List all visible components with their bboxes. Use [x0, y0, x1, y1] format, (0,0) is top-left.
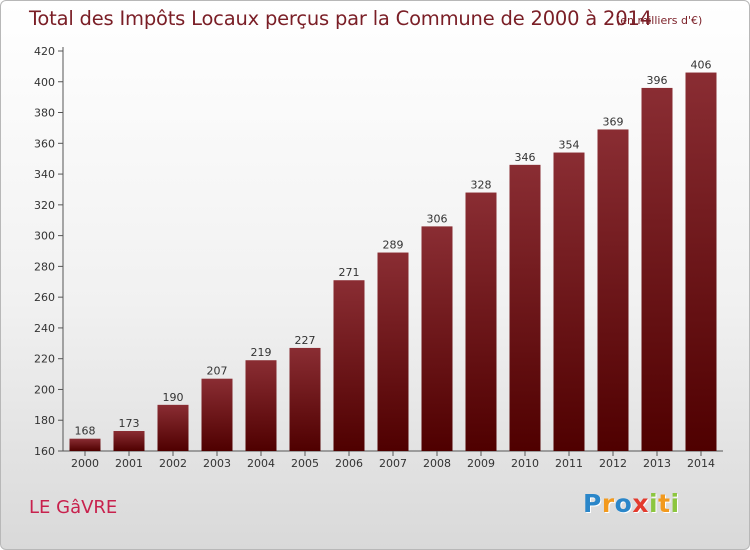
bar-value-label: 406 — [691, 59, 712, 72]
logo-letter: t — [658, 489, 671, 518]
bar — [69, 438, 101, 451]
x-tick-label: 2012 — [599, 457, 627, 470]
x-tick-label: 2006 — [335, 457, 363, 470]
x-tick-label: 2001 — [115, 457, 143, 470]
y-tick-label: 220 — [34, 353, 55, 366]
chart-title: Total des Impôts Locaux perçus par la Co… — [29, 7, 652, 30]
x-tick-label: 2007 — [379, 457, 407, 470]
x-tick-label: 2003 — [203, 457, 231, 470]
bar — [245, 360, 277, 451]
bar-value-label: 369 — [603, 115, 624, 128]
y-tick-label: 240 — [34, 322, 55, 335]
y-tick-label: 280 — [34, 260, 55, 273]
logo-letter: x — [632, 489, 649, 518]
bar-value-label: 168 — [75, 425, 96, 438]
bar-value-label: 396 — [647, 74, 668, 87]
x-tick-label: 2004 — [247, 457, 275, 470]
commune-name: LE GâVRE — [29, 497, 118, 518]
bar-value-label: 328 — [471, 179, 492, 192]
x-tick-label: 2002 — [159, 457, 187, 470]
y-tick-label: 320 — [34, 199, 55, 212]
bar — [509, 164, 541, 451]
chart-subtitle: (en milliers d'€) — [616, 14, 703, 27]
y-tick-label: 160 — [34, 445, 55, 458]
logo-letter: P — [583, 489, 602, 518]
logo-letter: i — [670, 489, 680, 518]
x-tick-label: 2014 — [687, 457, 715, 470]
logo-letter: r — [601, 489, 615, 518]
bar — [685, 72, 717, 452]
bar — [289, 347, 321, 451]
x-tick-label: 2009 — [467, 457, 495, 470]
bar-value-label: 227 — [295, 334, 316, 347]
x-tick-label: 2011 — [555, 457, 583, 470]
y-tick-label: 180 — [34, 414, 55, 427]
logo-letter: i — [649, 489, 659, 518]
bar — [597, 129, 629, 451]
y-tick-label: 360 — [34, 137, 55, 150]
bar-value-label: 207 — [207, 365, 228, 378]
x-tick-label: 2005 — [291, 457, 319, 470]
y-tick-label: 200 — [34, 383, 55, 396]
y-tick-label: 340 — [34, 168, 55, 181]
bar — [157, 404, 189, 451]
bar-value-label: 306 — [427, 212, 448, 225]
bar-value-label: 190 — [163, 391, 184, 404]
bar — [377, 252, 409, 451]
x-tick-label: 2010 — [511, 457, 539, 470]
bar — [465, 192, 497, 452]
x-tick-label: 2000 — [71, 457, 99, 470]
bar-value-label: 289 — [383, 239, 404, 252]
x-tick-label: 2013 — [643, 457, 671, 470]
y-tick-label: 260 — [34, 291, 55, 304]
proxiti-logo[interactable]: Proxiti — [583, 489, 680, 518]
bar-value-label: 354 — [559, 139, 580, 152]
x-tick-label: 2008 — [423, 457, 451, 470]
y-tick-label: 300 — [34, 230, 55, 243]
bar — [113, 431, 145, 451]
bar-value-label: 173 — [119, 417, 140, 430]
bar — [333, 280, 365, 451]
bar — [553, 152, 585, 452]
bar-value-label: 219 — [251, 346, 272, 359]
bar-value-label: 346 — [515, 151, 536, 164]
bar — [201, 378, 233, 451]
y-tick-label: 380 — [34, 107, 55, 120]
y-tick-label: 400 — [34, 76, 55, 89]
logo-letter: o — [614, 489, 633, 518]
bar-value-label: 271 — [339, 266, 360, 279]
y-tick-label: 420 — [34, 45, 55, 58]
bar — [421, 226, 453, 451]
bar — [641, 87, 673, 451]
